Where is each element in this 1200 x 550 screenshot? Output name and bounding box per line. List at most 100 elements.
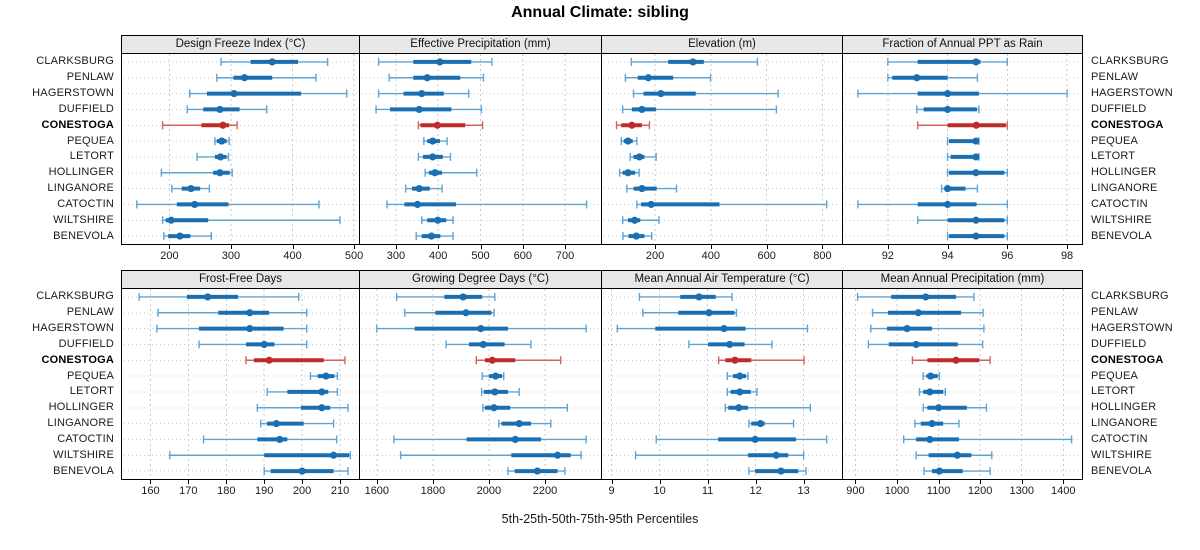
site-label-pequea: PEQUEA (1091, 134, 1139, 147)
plot-area (601, 289, 843, 480)
panel-strip: Growing Degree Days (°C) (359, 270, 602, 289)
site-label-clarksburg: CLARKSBURG (1091, 290, 1169, 303)
axis-tick-label: 1100 (926, 485, 951, 497)
median-dot (318, 404, 326, 412)
median-dot (922, 293, 930, 301)
median-dot (926, 435, 934, 444)
median-dot (972, 153, 980, 161)
site-label-penlaw: PENLAW (66, 71, 114, 84)
site-label-hagerstown: HAGERSTOWN (32, 87, 114, 100)
median-dot (972, 137, 980, 145)
axis-tick-label: 92 (881, 250, 894, 262)
median-dot (903, 324, 911, 333)
median-dot (434, 216, 442, 224)
axis-tick-label: 10 (653, 485, 666, 497)
axis-tick-label: 96 (1001, 250, 1014, 262)
median-dot (191, 200, 199, 209)
median-dot (926, 388, 934, 396)
median-dot (756, 419, 764, 428)
axis-tick-label: 190 (255, 485, 274, 497)
panel-frost-free-days: Frost-Free Days 160 170 180 190 200 210 (121, 270, 360, 502)
site-label-clarksburg: CLARKSBURG (36, 290, 114, 303)
x-axis: 200 400 600 800 (601, 245, 843, 267)
site-label-duffield: DUFFIELD (58, 337, 114, 350)
axis-tick (611, 480, 613, 484)
axis-tick (897, 480, 899, 484)
axis-tick-label: 2200 (532, 485, 558, 497)
plot-area (359, 289, 602, 480)
axis-tick (710, 245, 712, 249)
axis-tick (150, 480, 152, 484)
median-dot (260, 340, 268, 349)
median-dot (927, 372, 935, 380)
site-label-hollinger: HOLLINGER (1091, 166, 1157, 179)
site-label-letort: LETORT (1091, 385, 1136, 398)
site-label-benevola: BENEVOLA (53, 464, 114, 477)
median-dot (912, 340, 920, 349)
axis-tick (376, 480, 378, 484)
median-dot (298, 467, 306, 475)
axis-tick-label: 200 (292, 485, 312, 497)
median-dot (772, 451, 780, 459)
axis-tick (354, 245, 356, 249)
panel-strip: Effective Precipitation (mm) (359, 35, 602, 54)
median-dot (176, 232, 184, 240)
median-dot (731, 356, 739, 364)
site-label-letort: LETORT (69, 385, 114, 398)
median-dot (720, 324, 728, 333)
median-dot (736, 372, 744, 380)
site-label-wiltshire: WILTSHIRE (1091, 213, 1152, 226)
median-dot (631, 216, 639, 224)
site-label-letort: LETORT (1091, 150, 1136, 163)
panel-row-top: CLARKSBURG PENLAW HAGERSTOWN DUFFIELD CONEST… (0, 35, 1200, 267)
panel-mean-annual-air-temperature: Mean Annual Air Temperature (°C) 9 10 11 12… (601, 270, 843, 502)
panel-design-freeze-index: Design Freeze Index (°C) 200 300 400 500 (121, 35, 364, 267)
axis-tick-label: 500 (344, 250, 364, 262)
median-dot (272, 419, 280, 428)
site-label-pequea: PEQUEA (66, 369, 114, 382)
median-dot (276, 435, 284, 444)
axis-caption: 5th-25th-50th-75th-95th Percentiles (501, 512, 699, 526)
axis-tick (766, 245, 768, 249)
panel-strip-title: Effective Precipitation (mm) (410, 38, 551, 50)
plot-area (842, 54, 1083, 245)
panel-effective-precipitation: Effective Precipitation (mm) 300 400 500 60… (359, 35, 602, 267)
median-dot (436, 58, 444, 66)
median-dot (624, 137, 632, 145)
axis-tick-label: 800 (813, 250, 832, 262)
site-label-linganore: LINGANORE (1091, 417, 1158, 430)
panel-strip: Elevation (m) (601, 35, 843, 54)
median-dot (735, 404, 743, 412)
median-dot (204, 293, 212, 301)
site-label-catoctin: CATOCTIN (57, 432, 114, 445)
median-dot (187, 184, 195, 193)
axis-tick (230, 245, 232, 249)
median-dot (429, 153, 437, 161)
axis-tick (947, 245, 949, 249)
site-label-wiltshire: WILTSHIRE (1091, 448, 1152, 461)
site-label-penlaw: PENLAW (66, 306, 114, 319)
site-label-benevola: BENEVOLA (1091, 229, 1152, 242)
axis-tick-label: 200 (160, 250, 179, 262)
panel-growing-degree-days: Growing Degree Days (°C) 1600 1800 2000 220… (359, 270, 602, 502)
median-dot (413, 200, 422, 209)
site-label-conestoga: CONESTOGA (1091, 353, 1164, 366)
axis-tick-label: 98 (1060, 250, 1074, 262)
median-dot (689, 58, 697, 66)
axis-tick (264, 480, 266, 484)
axis-tick (302, 480, 304, 484)
site-label-hagerstown: HAGERSTOWN (32, 322, 114, 335)
median-dot (491, 388, 499, 396)
axis-tick (340, 480, 342, 484)
axis-tick (188, 480, 190, 484)
median-dot (490, 404, 498, 412)
axis-tick (432, 480, 434, 484)
median-dot (943, 89, 952, 98)
axis-tick-label: 300 (386, 250, 406, 262)
median-dot (479, 340, 487, 349)
axis-tick (707, 480, 709, 484)
axis-tick (169, 245, 171, 249)
median-dot (246, 324, 254, 333)
axis-tick-label: 1600 (364, 485, 390, 497)
site-label-hollinger: HOLLINGER (1091, 401, 1157, 414)
